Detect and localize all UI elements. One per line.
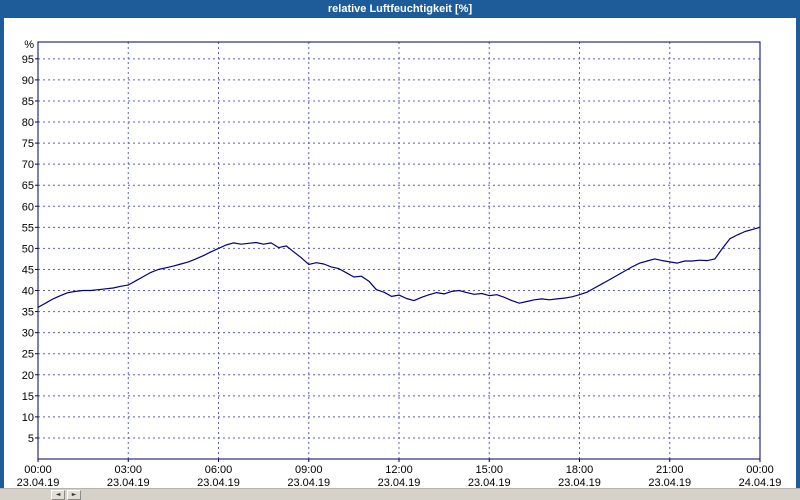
title-bar: relative Luftfeuchtigkeit [%]	[0, 0, 800, 18]
chart-canvas: 5 10 15 20 25 30 35 40 45 50 55 60 65 70 75 80 85 90 95% 00…	[17, 39, 782, 489]
x-axis-time-label: 00:00	[746, 464, 774, 476]
scroll-right-button[interactable]: ►	[67, 489, 81, 500]
y-axis-label: 50	[22, 243, 34, 255]
y-axis-label: 95	[22, 54, 34, 66]
x-axis-time-label: 06:00	[205, 464, 233, 476]
x-axis-time-label: 15:00	[475, 464, 503, 476]
y-axis-label: 65	[22, 180, 34, 192]
right-arrow-icon: ►	[71, 490, 77, 498]
x-axis-date-label: 23.04.19	[107, 477, 150, 488]
x-axis-time-label: 18:00	[566, 464, 594, 476]
x-axis-time-label: 03:00	[114, 464, 142, 476]
y-axis-label: 40	[22, 286, 34, 298]
x-axis-date-label: 23.04.19	[197, 477, 240, 488]
chart-area: 5 10 15 20 25 30 35 40 45 50 55 60 65 70 75 80 85 90 95% 00…	[4, 18, 796, 489]
y-axis-label: 15	[22, 391, 34, 403]
y-axis-label: 80	[22, 117, 34, 129]
scrollbar-track[interactable]	[82, 489, 800, 500]
window-title: relative Luftfeuchtigkeit [%]	[327, 3, 473, 15]
x-axis-date-label: 23.04.19	[558, 477, 601, 488]
y-axis-label: 55	[22, 222, 34, 234]
y-axis-label: 70	[22, 159, 34, 171]
x-axis-date-label: 23.04.19	[378, 477, 421, 488]
y-axis-label: 5	[28, 433, 34, 445]
x-axis-time-label: 12:00	[385, 464, 413, 476]
horizontal-scrollbar[interactable]: ◄ ►	[0, 488, 800, 500]
x-axis-time-label: 21:00	[656, 464, 684, 476]
y-axis-label: 85	[22, 96, 34, 108]
x-axis-date-label: 23.04.19	[648, 477, 691, 488]
x-axis-date-label: 23.04.19	[287, 477, 330, 488]
humidity-line	[37, 226, 761, 308]
plot-background	[38, 42, 760, 459]
y-axis-label: 25	[22, 349, 34, 361]
y-axis-label: 10	[22, 412, 34, 424]
y-axis-label: 75	[22, 138, 34, 150]
y-axis-label: 90	[22, 75, 34, 87]
y-axis-label: 60	[22, 201, 34, 213]
y-axis-unit-label: %	[24, 39, 34, 51]
y-axis-label: 30	[22, 328, 34, 340]
left-arrow-icon: ◄	[55, 490, 61, 498]
y-axis-label: 20	[22, 370, 34, 382]
scrollbar-spacer	[0, 489, 50, 500]
scroll-left-button[interactable]: ◄	[51, 489, 65, 500]
y-axis-label: 35	[22, 307, 34, 319]
plot-border	[37, 41, 761, 460]
x-axis-date-label: 23.04.19	[468, 477, 511, 488]
x-axis-date-label: 23.04.19	[17, 477, 60, 488]
x-axis-time-label: 09:00	[295, 464, 323, 476]
x-axis-date-label: 24.04.19	[739, 477, 782, 488]
x-axis-time-label: 00:00	[24, 464, 52, 476]
y-axis-label: 45	[22, 264, 34, 276]
